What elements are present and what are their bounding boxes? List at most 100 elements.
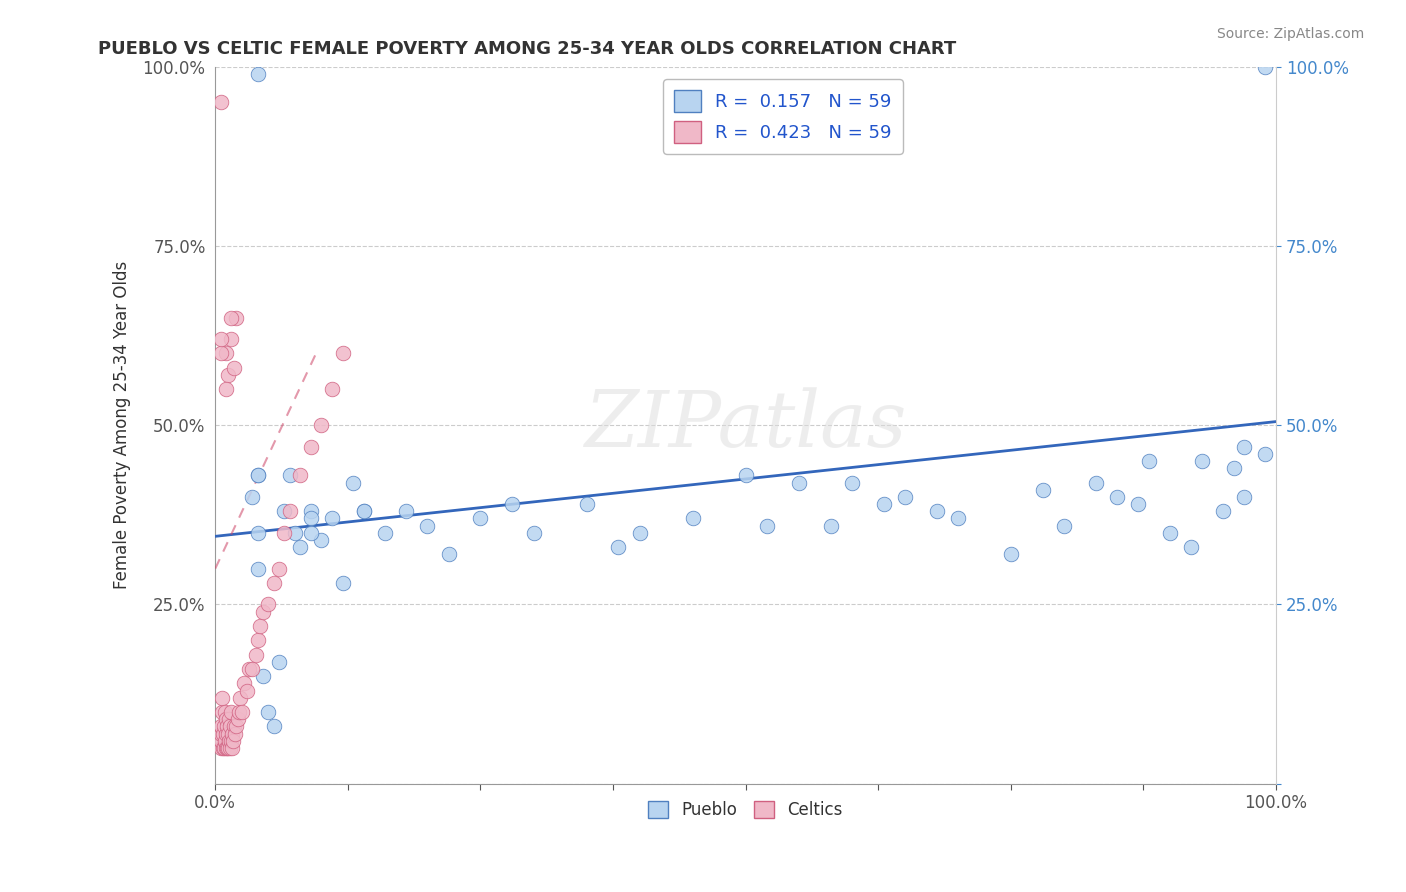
Point bbox=[894, 490, 917, 504]
Point bbox=[246, 633, 269, 648]
Point bbox=[214, 733, 236, 747]
Point bbox=[252, 605, 274, 619]
Point bbox=[215, 719, 238, 733]
Point bbox=[1191, 454, 1213, 468]
Point bbox=[841, 475, 863, 490]
Point bbox=[278, 504, 301, 518]
Point bbox=[1084, 475, 1107, 490]
Point bbox=[215, 346, 238, 360]
Point bbox=[209, 733, 232, 747]
Point bbox=[1159, 525, 1181, 540]
Point bbox=[1137, 454, 1160, 468]
Point bbox=[211, 740, 233, 755]
Point bbox=[226, 712, 249, 726]
Point bbox=[353, 504, 375, 518]
Point bbox=[215, 382, 238, 396]
Point bbox=[249, 619, 271, 633]
Point bbox=[628, 525, 651, 540]
Point bbox=[228, 690, 250, 705]
Point bbox=[212, 740, 235, 755]
Point bbox=[219, 310, 242, 325]
Point bbox=[228, 705, 250, 719]
Point bbox=[238, 662, 260, 676]
Point bbox=[236, 683, 259, 698]
Point bbox=[311, 533, 333, 547]
Point bbox=[242, 490, 264, 504]
Point bbox=[209, 726, 232, 740]
Point bbox=[225, 310, 247, 325]
Point bbox=[257, 598, 280, 612]
Point bbox=[1128, 497, 1150, 511]
Point bbox=[734, 468, 756, 483]
Point bbox=[209, 740, 232, 755]
Point bbox=[215, 740, 238, 755]
Point bbox=[245, 648, 267, 662]
Point bbox=[209, 332, 232, 346]
Point bbox=[209, 719, 232, 733]
Point bbox=[787, 475, 810, 490]
Point bbox=[1222, 461, 1244, 475]
Point bbox=[221, 740, 243, 755]
Point bbox=[273, 504, 295, 518]
Point bbox=[224, 360, 246, 375]
Point bbox=[321, 511, 343, 525]
Point bbox=[263, 719, 285, 733]
Text: Source: ZipAtlas.com: Source: ZipAtlas.com bbox=[1216, 27, 1364, 41]
Point bbox=[332, 346, 354, 360]
Point bbox=[246, 468, 269, 483]
Point bbox=[209, 346, 232, 360]
Point bbox=[374, 525, 396, 540]
Point bbox=[288, 468, 311, 483]
Point bbox=[246, 561, 269, 575]
Point bbox=[682, 511, 704, 525]
Point bbox=[218, 712, 240, 726]
Point bbox=[395, 504, 418, 518]
Point bbox=[215, 740, 238, 755]
Point bbox=[246, 525, 269, 540]
Point bbox=[246, 67, 269, 81]
Point bbox=[522, 525, 544, 540]
Point bbox=[925, 504, 948, 518]
Point bbox=[252, 669, 274, 683]
Point bbox=[501, 497, 523, 511]
Point bbox=[299, 504, 322, 518]
Point bbox=[342, 475, 364, 490]
Point bbox=[321, 382, 343, 396]
Point bbox=[219, 705, 242, 719]
Point bbox=[218, 733, 240, 747]
Point bbox=[217, 368, 239, 382]
Point bbox=[246, 468, 269, 483]
Point bbox=[211, 690, 233, 705]
Point bbox=[221, 726, 243, 740]
Point bbox=[222, 733, 245, 747]
Point bbox=[232, 676, 254, 690]
Point bbox=[575, 497, 598, 511]
Point bbox=[211, 705, 233, 719]
Point bbox=[299, 525, 322, 540]
Point bbox=[299, 511, 322, 525]
Point bbox=[215, 726, 238, 740]
Point bbox=[332, 576, 354, 591]
Point bbox=[1254, 447, 1277, 461]
Point bbox=[1105, 490, 1128, 504]
Point bbox=[872, 497, 894, 511]
Point bbox=[1233, 490, 1256, 504]
Point bbox=[1180, 540, 1202, 554]
Point bbox=[607, 540, 630, 554]
Point bbox=[755, 518, 778, 533]
Point bbox=[267, 655, 290, 669]
Point bbox=[416, 518, 439, 533]
Point bbox=[214, 705, 236, 719]
Text: ZIPatlas: ZIPatlas bbox=[585, 387, 907, 463]
Point bbox=[263, 576, 285, 591]
Point bbox=[224, 726, 246, 740]
Point bbox=[1053, 518, 1076, 533]
Point bbox=[219, 733, 242, 747]
Point bbox=[231, 705, 253, 719]
Legend: Pueblo, Celtics: Pueblo, Celtics bbox=[641, 794, 849, 826]
Point bbox=[1254, 60, 1277, 74]
Point bbox=[1212, 504, 1234, 518]
Point bbox=[219, 719, 242, 733]
Point bbox=[946, 511, 969, 525]
Point bbox=[470, 511, 492, 525]
